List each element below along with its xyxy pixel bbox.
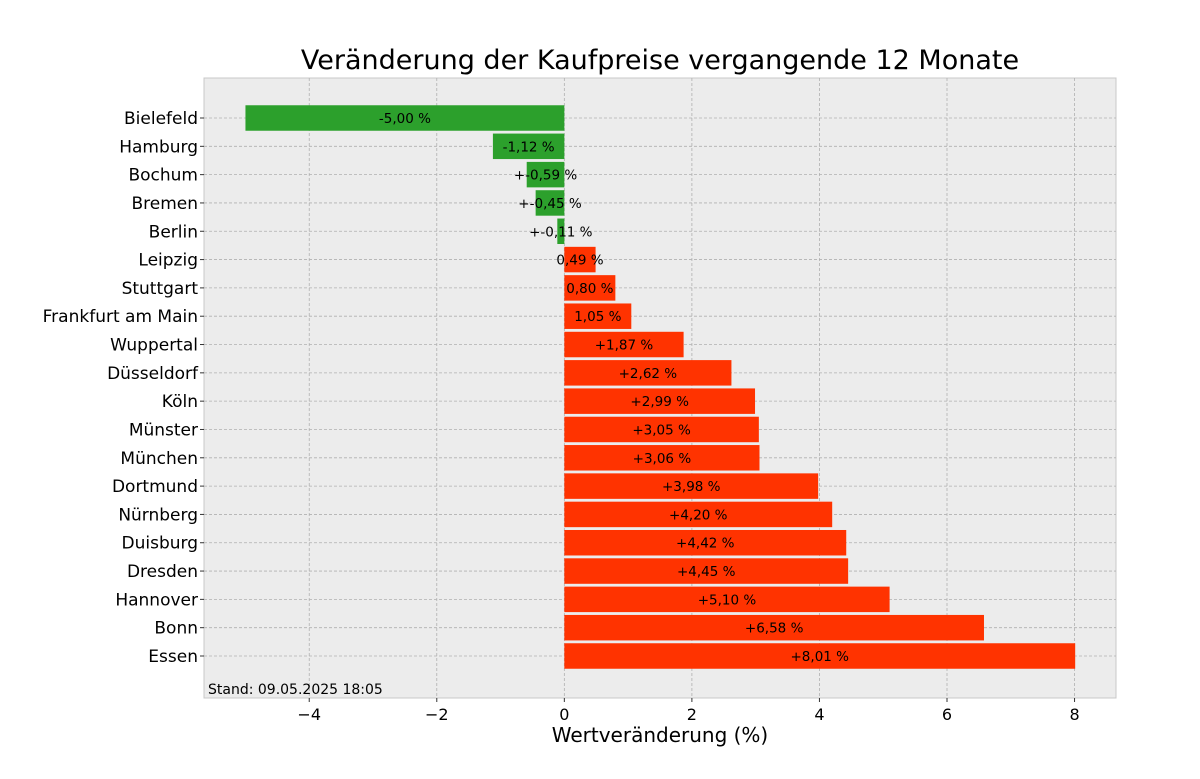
bars <box>245 105 1076 669</box>
y-tick-label: Hamburg <box>119 137 198 157</box>
bar-value-label: 0,80 % <box>566 281 613 297</box>
y-tick-label: Frankfurt am Main <box>43 307 198 327</box>
bar <box>564 360 732 386</box>
bar <box>564 416 759 443</box>
y-tick-label: Köln <box>162 392 198 412</box>
bar <box>564 473 819 499</box>
bar-value-label: -1,12 % <box>503 139 555 155</box>
bar-value-label: 0,49 % <box>556 253 603 269</box>
x-tick-label: 2 <box>687 705 697 724</box>
bar-value-label: 1,05 % <box>574 309 621 325</box>
y-tick-label: Stuttgart <box>122 279 199 299</box>
data-labels: -5,00 % -1,12 % +-0,59 % +-0,45 % +-0,11 % 0,… <box>379 111 849 665</box>
y-tick-label: Bielefeld <box>124 109 198 129</box>
x-tick-label: 4 <box>814 705 824 724</box>
y-tick-label: Nürnberg <box>118 505 198 525</box>
y-tick-label: Münster <box>129 420 198 440</box>
bar <box>535 190 565 216</box>
y-tick-label: Bonn <box>154 619 198 639</box>
y-tick-label: Wuppertal <box>110 336 198 356</box>
bar-value-label: +-0,59 % <box>514 168 578 184</box>
y-tick-label: Dresden <box>127 562 198 582</box>
bar-value-label: +5,10 % <box>698 592 757 608</box>
bar-value-label: +4,20 % <box>669 507 728 523</box>
bar-value-label: +3,06 % <box>633 451 692 467</box>
bar <box>245 105 565 131</box>
bar <box>564 614 984 641</box>
x-tick-label: 0 <box>559 705 569 724</box>
bar-value-label: +3,98 % <box>662 479 721 495</box>
bar <box>564 246 596 273</box>
bar <box>564 643 1076 669</box>
y-tick-label: München <box>120 449 198 469</box>
bar <box>557 218 565 245</box>
bar-value-label: +8,01 % <box>791 649 850 665</box>
y-tick-label: Leipzig <box>138 251 198 271</box>
x-tick-label: −2 <box>425 705 449 724</box>
bar <box>564 586 890 613</box>
x-axis-label: Wertveränderung (%) <box>552 723 769 747</box>
bar <box>492 133 565 160</box>
bar-value-label: +4,45 % <box>677 564 736 580</box>
y-tick-label: Bremen <box>131 194 198 214</box>
bar-value-label: +1,87 % <box>595 338 654 354</box>
bar-value-label: +4,42 % <box>676 536 735 552</box>
bar <box>564 445 760 471</box>
bar <box>564 558 849 584</box>
bar-value-label: +2,62 % <box>619 366 678 382</box>
bar-value-label: +2,99 % <box>630 394 689 410</box>
y-tick-label: Düsseldorf <box>107 364 199 384</box>
bar-value-label: +-0,45 % <box>518 196 582 212</box>
chart-title: Veränderung der Kaufpreise vergangende 1… <box>301 45 1019 76</box>
bar-value-label: +6,58 % <box>745 621 804 637</box>
bar <box>564 331 684 358</box>
y-tick-label: Hannover <box>115 590 198 610</box>
bar <box>564 275 616 301</box>
bar <box>526 161 565 188</box>
x-tick-label: −4 <box>297 705 321 724</box>
bar-value-label: +-0,11 % <box>529 224 593 240</box>
y-tick-label: Berlin <box>149 222 198 242</box>
bar-value-label: +3,05 % <box>632 422 691 438</box>
y-tick-labels: Bielefeld Hamburg Bochum Bremen Berlin Leipzi… <box>43 109 204 667</box>
x-tick-label: 6 <box>942 705 952 724</box>
y-tick-label: Essen <box>148 647 198 667</box>
bar <box>564 501 833 528</box>
timestamp-annotation: Stand: 09.05.2025 18:05 <box>208 682 383 698</box>
y-tick-label: Duisburg <box>122 534 199 554</box>
x-tick-labels: −4 −2 0 2 4 6 8 <box>297 698 1080 724</box>
bar <box>564 529 847 556</box>
y-tick-label: Dortmund <box>112 477 198 497</box>
bar-value-label: -5,00 % <box>379 111 431 127</box>
bar <box>564 303 632 329</box>
y-tick-label: Bochum <box>128 166 198 186</box>
x-tick-label: 8 <box>1069 705 1079 724</box>
bar <box>564 388 756 414</box>
